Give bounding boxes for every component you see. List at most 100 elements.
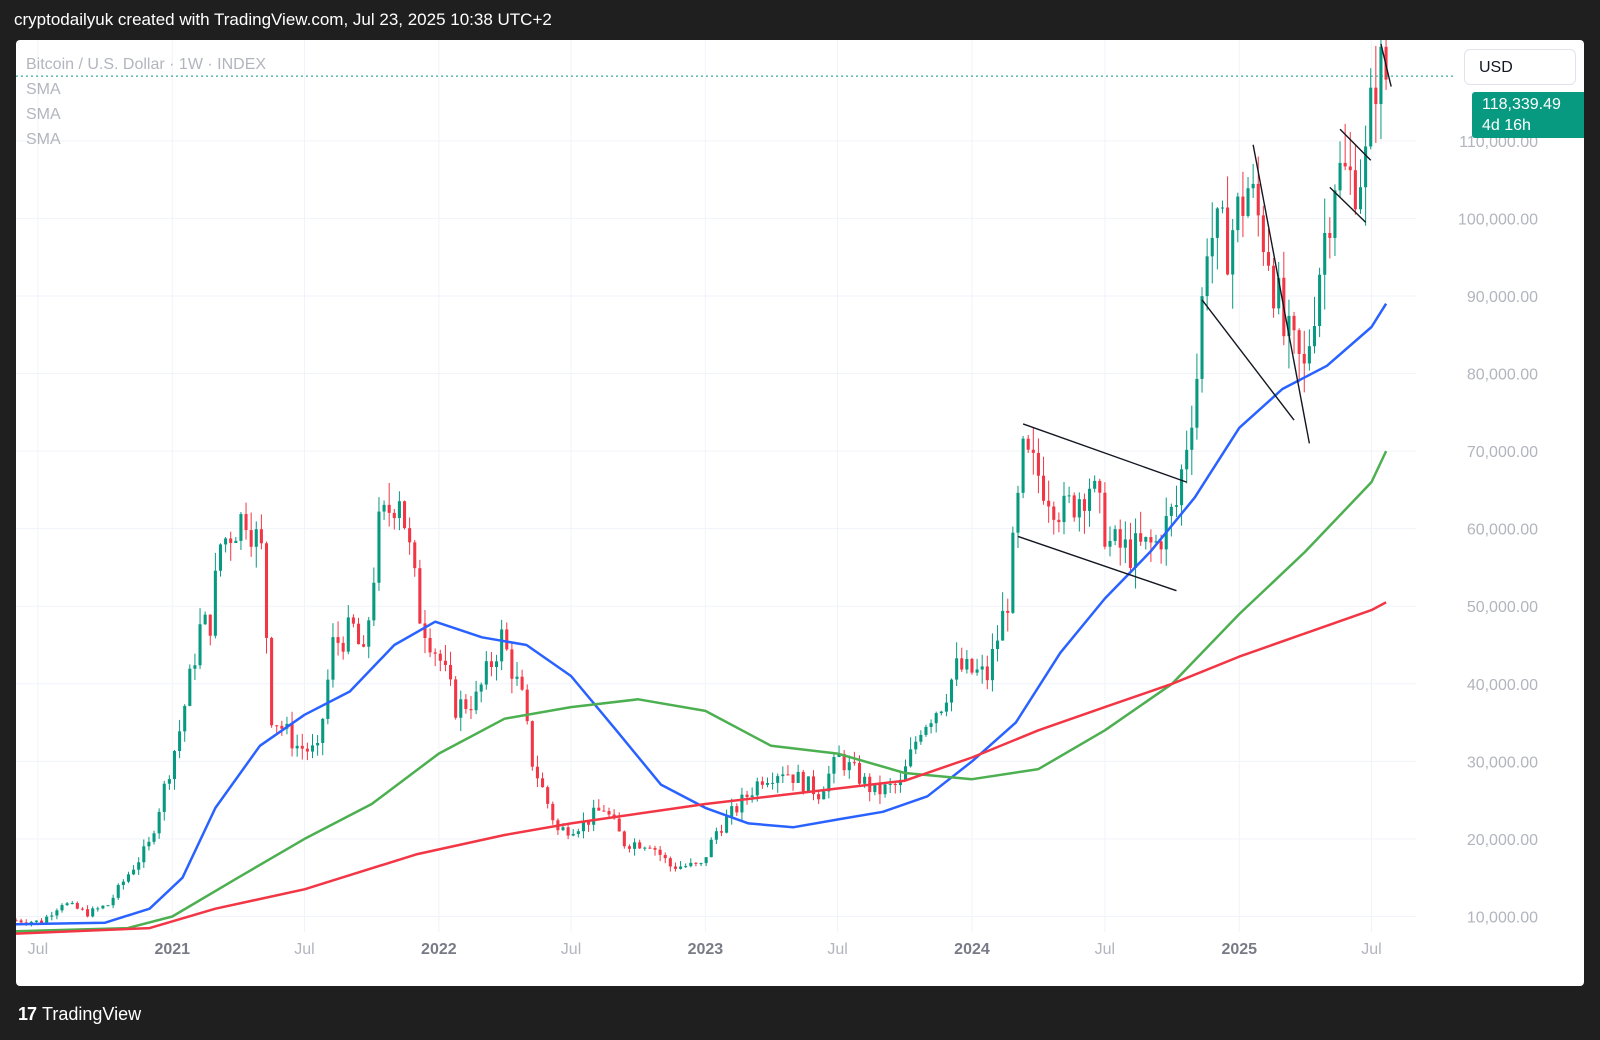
candle-body (1236, 196, 1240, 231)
candle-body (1042, 475, 1046, 501)
candle-body (1328, 232, 1332, 238)
candle-body (438, 653, 442, 661)
candle-body (1174, 505, 1178, 507)
candle-body (699, 863, 703, 865)
sma-legend-2[interactable]: SMA (26, 106, 61, 123)
candle-body (1077, 499, 1081, 518)
y-tick-label: 80,000.00 (1467, 367, 1538, 384)
candle-body (919, 734, 923, 742)
candle-body (745, 794, 749, 798)
export-caption: cryptodailyuk created with TradingView.c… (14, 10, 552, 29)
candle-body (1128, 539, 1132, 568)
candle-body (1379, 46, 1383, 105)
candle-body (484, 661, 488, 685)
candle-body (1318, 274, 1322, 327)
candle-body (229, 538, 233, 543)
candle-body (576, 831, 580, 834)
candle-body (771, 782, 775, 784)
candle-body (1353, 170, 1357, 210)
candle-body (801, 771, 805, 792)
candle-body (689, 862, 693, 867)
candle-body (1323, 232, 1327, 275)
candle-body (949, 679, 954, 703)
candle-body (469, 709, 473, 711)
candle-body (1134, 533, 1138, 568)
sma-line-3 (16, 601, 1387, 935)
candle-body (305, 748, 309, 752)
candle-body (65, 903, 69, 906)
candle-body (1169, 506, 1173, 516)
candle-body (91, 908, 95, 917)
candle-body (1031, 449, 1035, 453)
candle-body (1200, 296, 1204, 379)
candle-body (392, 512, 396, 519)
currency-button[interactable]: USD (1464, 49, 1576, 85)
candle-body (955, 658, 959, 680)
candle-body (1036, 452, 1040, 476)
candle-body (878, 784, 882, 795)
candle-body (658, 849, 662, 855)
candle-body (934, 713, 938, 724)
last-price-tag: 118,339.49 4d 16h (1472, 92, 1584, 138)
candle-body (1266, 252, 1271, 266)
sma-legend-1[interactable]: SMA (26, 81, 61, 98)
candle-body (648, 847, 652, 849)
symbol-title[interactable]: Bitcoin / U.S. Dollar · 1W · INDEX (26, 56, 267, 73)
y-axis[interactable]: 10,000.00 20,000.00 30,000.00 40,000.00 50,0… (1458, 134, 1538, 927)
x-tick-label: Jul (1361, 941, 1381, 958)
candle-body (750, 795, 754, 798)
candle-body (459, 699, 463, 718)
candle-body (592, 807, 596, 825)
y-tick-label: 20,000.00 (1467, 832, 1538, 849)
candle-body (1001, 610, 1005, 641)
candle-body (673, 866, 678, 869)
candle-body (1220, 207, 1225, 209)
candle-body (863, 776, 867, 784)
price-chart[interactable]: Jul 2021 Jul 2022 Jul 2023 Jul 2024 Jul 2025 Jul 1… (16, 40, 1584, 986)
candle-body (500, 629, 504, 662)
trendlines (1017, 43, 1392, 592)
candle-body (270, 637, 274, 726)
candle-body (1205, 256, 1209, 297)
candle-body (965, 658, 969, 670)
candle-body (106, 905, 110, 907)
candle-body (776, 776, 780, 783)
x-tick-label: Jul (827, 941, 847, 958)
candle-body (137, 862, 141, 870)
candle-body (1241, 196, 1245, 216)
candle-body (423, 623, 427, 638)
candle-body (402, 501, 407, 529)
candle-body (1047, 500, 1051, 507)
candle-body (888, 783, 892, 785)
candle-body (167, 779, 171, 784)
candle-body (387, 504, 391, 513)
sma-legend-3[interactable]: SMA (26, 131, 61, 148)
chart-panel[interactable]: Jul 2021 Jul 2022 Jul 2023 Jul 2024 Jul 2025 Jul 1… (16, 40, 1584, 986)
candle-body (1210, 237, 1214, 257)
candle-body (1333, 190, 1337, 238)
candle-body (264, 543, 269, 638)
candle-body (1261, 215, 1265, 253)
x-tick-label: Jul (561, 941, 581, 958)
candle-body (1215, 208, 1219, 238)
candle-body (101, 905, 105, 909)
candle-body (1011, 532, 1015, 613)
candle-body (1272, 265, 1276, 309)
candle-body (1369, 87, 1373, 147)
y-tick-label: 30,000.00 (1467, 754, 1538, 771)
candle-body (561, 827, 565, 831)
candle-body (796, 771, 800, 783)
candle-body (638, 842, 642, 849)
candle-body (704, 857, 708, 864)
candle-body (602, 810, 606, 812)
candle-body (254, 529, 258, 547)
candle-body (193, 665, 197, 669)
candle-body (627, 846, 631, 849)
candle-body (234, 540, 238, 543)
candle-body (178, 731, 182, 752)
candle-body (714, 831, 718, 840)
candle-body (633, 842, 637, 849)
candle-body (1088, 488, 1092, 511)
x-tick-label: Jul (294, 941, 314, 958)
candle-body (259, 529, 263, 544)
